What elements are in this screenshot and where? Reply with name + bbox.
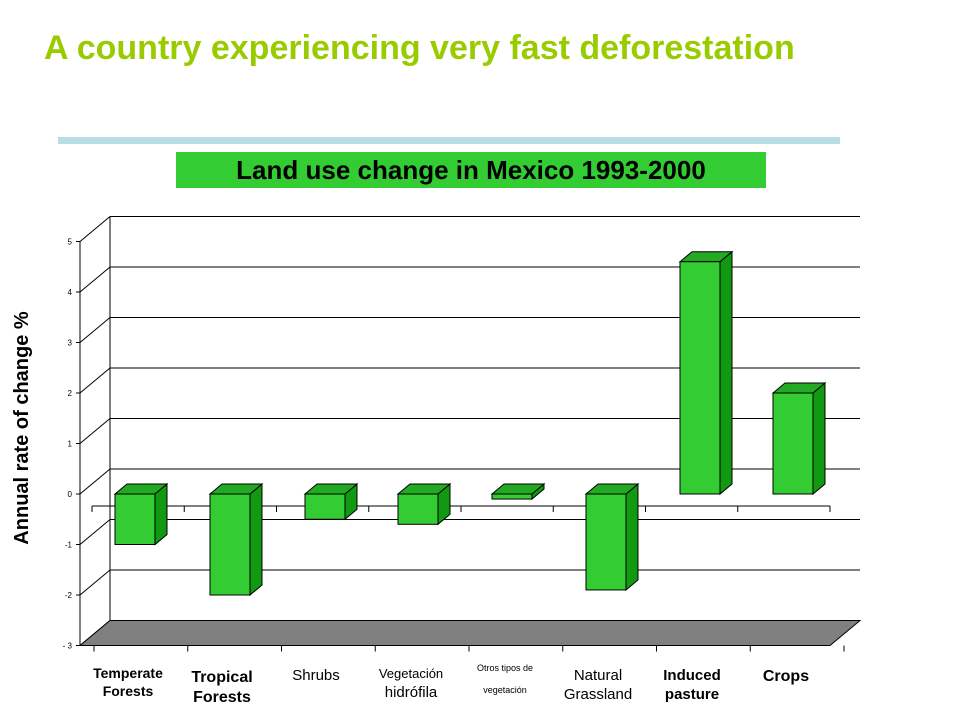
side-wall-gridline [79, 317, 111, 343]
bar-side [249, 482, 263, 597]
x-tick-label: Induced pasture [663, 667, 721, 703]
x-tick-label: Crops [763, 668, 809, 685]
x-tick-label: Shrubs [292, 667, 340, 684]
y-tick-label: 2 [68, 389, 73, 398]
y-tick-label: -1 [65, 541, 73, 550]
bar [679, 261, 721, 495]
x-tick-label: Vegetación hidrófila [379, 666, 443, 701]
side-wall-gridline [79, 519, 111, 545]
y-tick-label: 3 [68, 339, 73, 348]
title-divider [58, 137, 840, 144]
y-tick-label: 1 [68, 440, 73, 449]
y-axis-label: Annual rate of change % [11, 311, 33, 545]
bar [491, 493, 533, 500]
y-tick-label: 0 [68, 490, 73, 499]
y-tick-label: - 3 [63, 642, 73, 651]
bar [114, 493, 156, 545]
side-wall-gridline [79, 569, 111, 596]
bar-side [625, 482, 639, 592]
side-wall-gridline [79, 266, 111, 293]
side-wall-gridline [79, 468, 111, 495]
x-tick-label: Otros tipos de vegetación [477, 663, 533, 695]
x-tick-label: Tropical Forests [191, 669, 252, 706]
chart-floor [78, 620, 862, 646]
chart-title: Land use change in Mexico 1993-2000 [176, 152, 766, 188]
bar-side [812, 381, 826, 496]
y-tick-label: -2 [65, 591, 73, 600]
slide-title: A country experiencing very fast defores… [44, 29, 795, 67]
bar [585, 493, 627, 591]
y-tick-label: 5 [68, 238, 73, 247]
x-tick-label: Natural Grassland [564, 667, 632, 703]
bar-side [719, 250, 733, 496]
bar [772, 392, 814, 495]
side-wall-gridline [79, 367, 111, 394]
x-tick-label: Temperate Forests [93, 665, 163, 699]
bar [209, 493, 251, 596]
y-tick-label: 4 [68, 288, 73, 297]
side-wall-gridline [79, 418, 111, 444]
bar [304, 493, 346, 520]
side-wall-gridline [79, 216, 111, 242]
bar [397, 493, 439, 525]
